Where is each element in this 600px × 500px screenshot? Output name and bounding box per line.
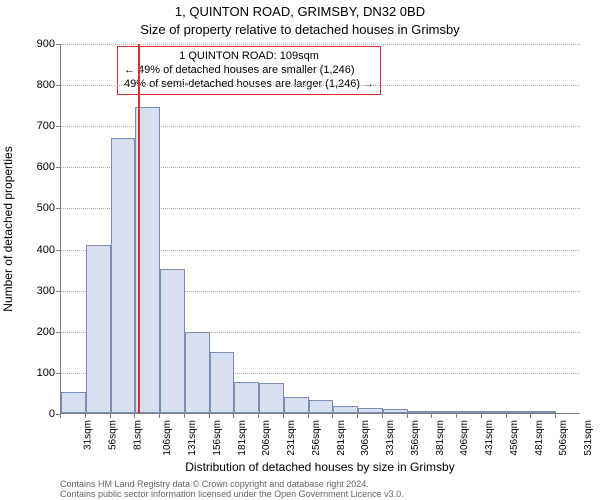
histogram-bar bbox=[61, 392, 86, 413]
x-tick-mark bbox=[481, 414, 482, 418]
x-tick-label: 506sqm bbox=[559, 420, 570, 456]
histogram-bar bbox=[111, 138, 136, 413]
x-tick-mark bbox=[85, 414, 86, 418]
y-tick-label: 500 bbox=[15, 202, 55, 214]
y-tick-mark bbox=[56, 373, 60, 374]
y-tick-label: 100 bbox=[15, 367, 55, 379]
histogram-bar bbox=[432, 411, 457, 413]
footer-attribution: Contains HM Land Registry data © Crown c… bbox=[60, 480, 404, 500]
histogram-bar bbox=[482, 411, 507, 413]
y-tick-mark bbox=[56, 85, 60, 86]
histogram-bar bbox=[185, 332, 210, 413]
x-tick-label: 256sqm bbox=[311, 420, 322, 456]
x-tick-label: 531sqm bbox=[583, 420, 594, 456]
histogram-bar bbox=[333, 406, 358, 413]
x-tick-label: 31sqm bbox=[83, 420, 94, 450]
x-tick-mark bbox=[382, 414, 383, 418]
chart-plot-area: 1 QUINTON ROAD: 109sqm← 49% of detached … bbox=[60, 44, 580, 414]
x-tick-mark bbox=[506, 414, 507, 418]
x-tick-mark bbox=[407, 414, 408, 418]
y-axis-label: Number of detached properties bbox=[1, 146, 15, 311]
histogram-bar bbox=[457, 411, 482, 413]
footer-line-2: Contains public sector information licen… bbox=[60, 490, 404, 500]
histogram-bar bbox=[408, 411, 433, 413]
x-tick-label: 381sqm bbox=[435, 420, 446, 456]
x-tick-mark bbox=[110, 414, 111, 418]
x-tick-mark bbox=[159, 414, 160, 418]
y-tick-label: 200 bbox=[15, 326, 55, 338]
page-title-subtitle: Size of property relative to detached ho… bbox=[0, 22, 600, 37]
y-tick-label: 300 bbox=[15, 285, 55, 297]
y-tick-label: 600 bbox=[15, 161, 55, 173]
x-tick-label: 456sqm bbox=[509, 420, 520, 456]
x-tick-mark bbox=[431, 414, 432, 418]
histogram-bar bbox=[210, 352, 235, 413]
histogram-bar bbox=[86, 245, 111, 413]
x-tick-label: 231sqm bbox=[286, 420, 297, 456]
x-tick-mark bbox=[134, 414, 135, 418]
x-tick-mark bbox=[233, 414, 234, 418]
x-tick-mark bbox=[357, 414, 358, 418]
annotation-line: ← 49% of detached houses are smaller (1,… bbox=[124, 64, 374, 78]
x-tick-mark bbox=[60, 414, 61, 418]
y-tick-mark bbox=[56, 208, 60, 209]
x-tick-mark bbox=[258, 414, 259, 418]
histogram-bar bbox=[284, 397, 309, 413]
histogram-bar bbox=[309, 400, 334, 413]
y-tick-label: 0 bbox=[15, 408, 55, 420]
x-tick-label: 356sqm bbox=[410, 420, 421, 456]
histogram-bar bbox=[531, 411, 556, 413]
y-tick-label: 800 bbox=[15, 79, 55, 91]
x-tick-label: 306sqm bbox=[360, 420, 371, 456]
x-tick-mark bbox=[332, 414, 333, 418]
x-axis-label: Distribution of detached houses by size … bbox=[60, 460, 580, 474]
x-tick-label: 431sqm bbox=[484, 420, 495, 456]
annotation-line: 1 QUINTON ROAD: 109sqm bbox=[124, 50, 374, 64]
x-tick-label: 131sqm bbox=[187, 420, 198, 456]
y-tick-mark bbox=[56, 167, 60, 168]
x-tick-mark bbox=[184, 414, 185, 418]
y-tick-label: 700 bbox=[15, 120, 55, 132]
reference-annotation-box: 1 QUINTON ROAD: 109sqm← 49% of detached … bbox=[117, 46, 381, 95]
x-tick-label: 331sqm bbox=[385, 420, 396, 456]
histogram-bar bbox=[383, 409, 408, 413]
x-tick-label: 56sqm bbox=[107, 420, 118, 450]
y-tick-mark bbox=[56, 44, 60, 45]
reference-line bbox=[138, 44, 140, 413]
x-tick-mark bbox=[555, 414, 556, 418]
x-tick-label: 206sqm bbox=[261, 420, 272, 456]
x-tick-label: 181sqm bbox=[237, 420, 248, 456]
y-tick-label: 400 bbox=[15, 244, 55, 256]
page-title-address: 1, QUINTON ROAD, GRIMSBY, DN32 0BD bbox=[0, 4, 600, 19]
y-tick-mark bbox=[56, 126, 60, 127]
y-tick-label: 900 bbox=[15, 38, 55, 50]
y-tick-mark bbox=[56, 291, 60, 292]
x-tick-mark bbox=[308, 414, 309, 418]
y-tick-mark bbox=[56, 332, 60, 333]
histogram-bar bbox=[234, 382, 259, 413]
x-tick-mark bbox=[530, 414, 531, 418]
x-tick-label: 81sqm bbox=[132, 420, 143, 450]
x-tick-mark bbox=[209, 414, 210, 418]
x-tick-label: 481sqm bbox=[534, 420, 545, 456]
x-tick-label: 156sqm bbox=[212, 420, 223, 456]
x-tick-label: 106sqm bbox=[162, 420, 173, 456]
x-tick-mark bbox=[456, 414, 457, 418]
y-tick-mark bbox=[56, 250, 60, 251]
histogram-bar bbox=[160, 269, 185, 413]
x-tick-label: 406sqm bbox=[460, 420, 471, 456]
x-tick-mark bbox=[283, 414, 284, 418]
histogram-bar bbox=[259, 383, 284, 413]
histogram-bar bbox=[507, 411, 532, 413]
histogram-bar bbox=[358, 408, 383, 413]
x-tick-label: 281sqm bbox=[336, 420, 347, 456]
